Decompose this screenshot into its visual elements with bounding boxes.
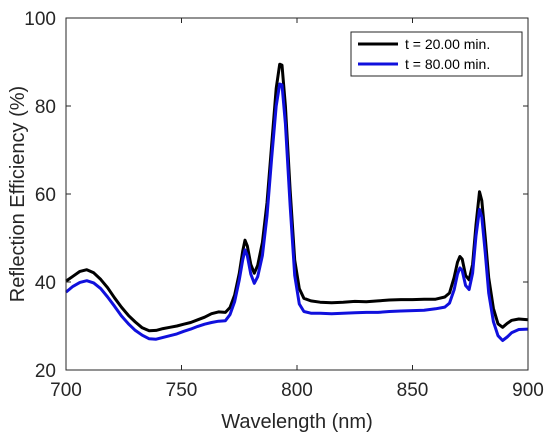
- x-tick-label: 800: [281, 380, 313, 401]
- y-tick-label: 60: [35, 185, 56, 206]
- y-axis-label: Reflection Efficiency (%): [7, 86, 29, 302]
- legend: t = 20.00 min. t = 80.00 min.: [350, 31, 523, 77]
- x-tick-label: 900: [512, 380, 544, 401]
- series-line-black: [65, 62, 529, 333]
- y-tick-label: 40: [35, 273, 56, 294]
- legend-label-black: t = 20.00 min.: [405, 36, 490, 52]
- ticks-layer: 700 750 800 850 900 20 40 60 80 100: [24, 9, 544, 401]
- y-tick-label: 20: [35, 361, 56, 382]
- y-tick-label: 80: [35, 97, 56, 118]
- x-tick-label: 750: [166, 380, 198, 401]
- series-line-blue: [65, 82, 529, 342]
- series-layer: [65, 62, 529, 342]
- x-axis-label: Wavelength (nm): [221, 411, 373, 433]
- y-tick-label: 100: [24, 9, 56, 30]
- legend-box: [350, 31, 523, 77]
- legend-label-blue: t = 80.00 min.: [405, 56, 490, 72]
- x-tick-label: 850: [397, 380, 429, 401]
- x-tick-label: 700: [50, 380, 82, 401]
